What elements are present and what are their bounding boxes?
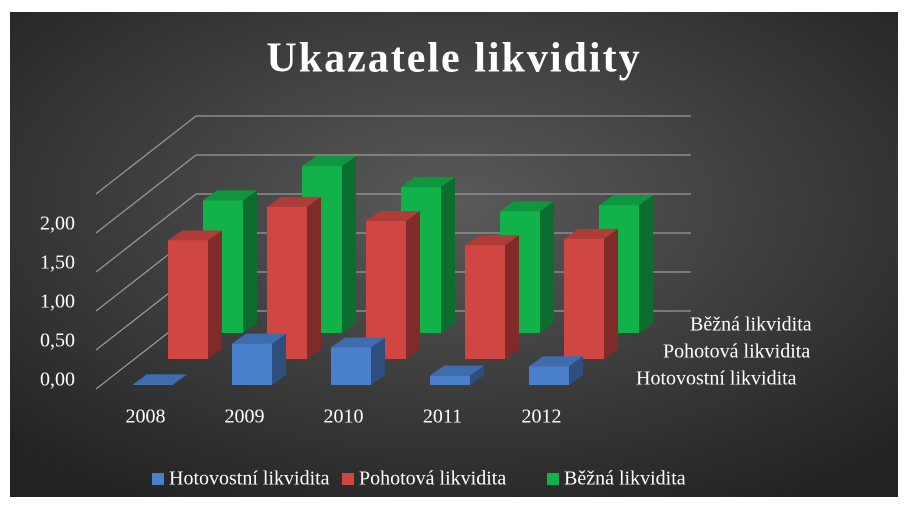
bar-face <box>133 374 187 385</box>
y-tick-label: 2,00 <box>40 213 75 235</box>
bar-face <box>540 201 554 333</box>
bar <box>331 337 385 385</box>
bar <box>430 365 484 385</box>
x-tick-label: 2011 <box>423 406 462 428</box>
bar-face <box>465 235 519 246</box>
y-tick-label: 0,50 <box>40 330 75 352</box>
bar-face <box>168 230 222 241</box>
bar-face <box>599 195 653 206</box>
x-tick-label: 2009 <box>225 406 265 428</box>
bar <box>232 333 286 385</box>
bar-face <box>430 375 470 385</box>
legend-label: Běžná likvidita <box>564 468 686 490</box>
bar-face <box>604 228 618 359</box>
bar-face <box>569 356 583 385</box>
bar-face <box>267 206 307 359</box>
bar <box>168 230 222 359</box>
bar-face <box>331 337 385 348</box>
bar-face <box>232 343 272 385</box>
grid-line <box>95 193 691 273</box>
bar <box>366 210 420 359</box>
bar-face <box>203 190 257 201</box>
bar-face <box>441 177 455 333</box>
bar-face <box>243 190 257 333</box>
bar-face <box>232 333 286 344</box>
bar-face <box>564 238 604 359</box>
legend-swatch <box>342 473 354 485</box>
bar-face <box>505 235 519 359</box>
y-tick-label: 0,00 <box>40 369 75 391</box>
chart-title: Ukazatele likvidity <box>266 36 641 82</box>
bar-face <box>302 156 356 167</box>
x-tick-label: 2010 <box>324 406 364 428</box>
bar-face <box>168 240 208 359</box>
bar <box>564 228 618 359</box>
bar-face <box>406 210 420 359</box>
grid-line <box>95 154 691 234</box>
legend-swatch <box>152 473 164 485</box>
bar-face <box>133 384 173 385</box>
bar <box>529 356 583 385</box>
bar-face <box>208 230 222 359</box>
bar-face <box>500 201 554 212</box>
bar-face <box>366 220 406 359</box>
depth-label: Hotovostní likvidita <box>636 368 797 390</box>
legend-label: Pohotová likvidita <box>359 468 506 490</box>
bar <box>465 235 519 359</box>
bar-face <box>465 245 505 359</box>
depth-label: Běžná likvidita <box>690 314 812 336</box>
bar-face <box>529 356 583 367</box>
bar-face <box>564 228 618 239</box>
bar-face <box>267 196 321 207</box>
bar-face <box>430 365 484 376</box>
bar-face <box>470 365 484 385</box>
bar-face <box>371 337 385 385</box>
bar <box>133 374 187 385</box>
legend-swatch <box>547 473 559 485</box>
x-tick-label: 2008 <box>126 406 166 428</box>
legend-label: Hotovostní likvidita <box>169 468 330 490</box>
x-tick-label: 2012 <box>522 406 562 428</box>
bar-face <box>173 374 187 385</box>
bar <box>267 196 321 359</box>
bar-face <box>272 333 286 385</box>
grid-line <box>95 115 691 195</box>
bar-face <box>401 177 455 188</box>
bar-face <box>307 196 321 359</box>
bar-face <box>529 366 569 385</box>
bar-face <box>331 347 371 385</box>
bar-face <box>342 156 356 333</box>
y-tick-label: 1,50 <box>40 252 75 274</box>
bar-face <box>639 195 653 333</box>
bar-face <box>366 210 420 221</box>
y-tick-label: 1,00 <box>40 291 75 313</box>
depth-label: Pohotová likvidita <box>663 341 810 363</box>
